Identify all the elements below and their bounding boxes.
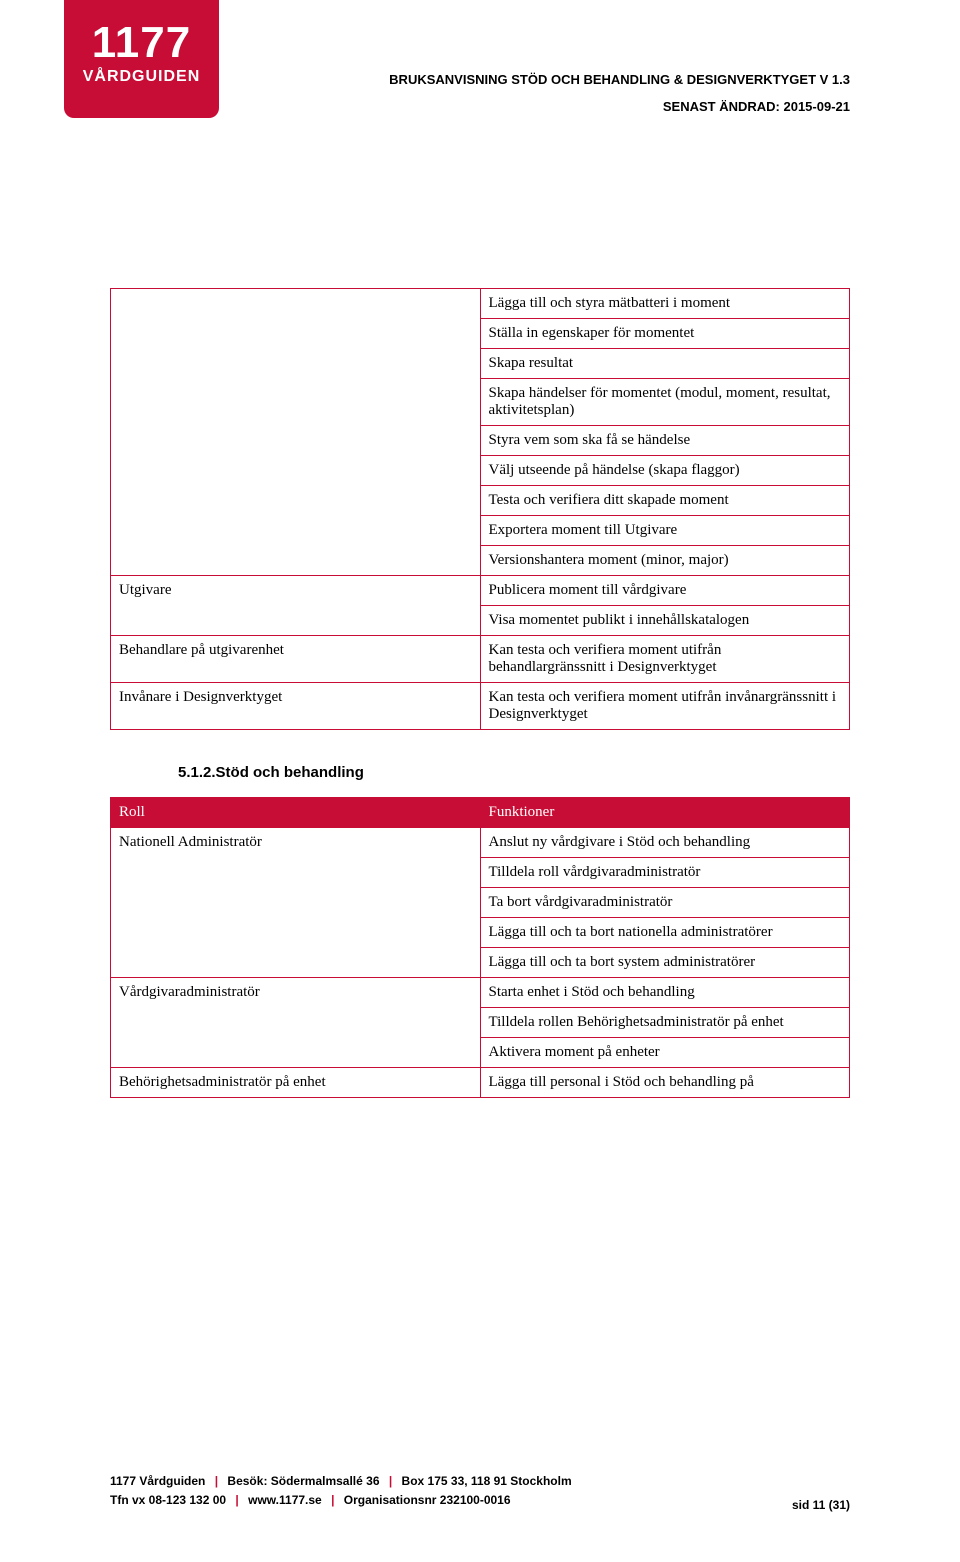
table-cell-left: Behörighetsadministratör på enhet xyxy=(111,1067,481,1097)
page-number: sid 11 (31) xyxy=(792,1498,850,1512)
footer-sep: | xyxy=(215,1474,218,1488)
table-cell-right: Ställa in egenskaper för momentet xyxy=(480,318,850,348)
table2-header-right: Funktioner xyxy=(480,797,850,827)
table-cell-left: Vårdgivaradministratör xyxy=(111,977,481,1067)
table-cell-right: Skapa händelser för momentet (modul, mom… xyxy=(480,378,850,425)
footer-box: Box 175 33, 118 91 Stockholm xyxy=(402,1474,572,1488)
logo-line2: VÅRDGUIDEN xyxy=(64,68,219,86)
footer-sep: | xyxy=(389,1474,392,1488)
footer-web: www.1177.se xyxy=(248,1493,322,1507)
table-cell-left: Invånare i Designverktyget xyxy=(111,682,481,729)
doc-title: BRUKSANVISNING STÖD OCH BEHANDLING & DES… xyxy=(310,70,850,91)
table-cell-right: Visa momentet publikt i innehållskatalog… xyxy=(480,605,850,635)
table-cell-left: Utgivare xyxy=(111,575,481,635)
table-cell-right: Anslut ny vårdgivare i Stöd och behandli… xyxy=(480,827,850,857)
footer-sep: | xyxy=(235,1493,238,1507)
table2-header-left: Roll xyxy=(111,797,481,827)
footer-org: 1177 Vårdguiden xyxy=(110,1474,205,1488)
table-cell-right: Versionshantera moment (minor, major) xyxy=(480,545,850,575)
table-cell-right: Starta enhet i Stöd och behandling xyxy=(480,977,850,1007)
footer-phone: Tfn vx 08-123 132 00 xyxy=(110,1493,226,1507)
table-cell-right: Välj utseende på händelse (skapa flaggor… xyxy=(480,455,850,485)
table-cell-left: Behandlare på utgivarenhet xyxy=(111,635,481,682)
page-header: BRUKSANVISNING STÖD OCH BEHANDLING & DES… xyxy=(310,70,850,118)
logo: 1177 VÅRDGUIDEN xyxy=(64,0,219,118)
table-cell-right: Testa och verifiera ditt skapade moment xyxy=(480,485,850,515)
footer-orgnr: Organisationsnr 232100-0016 xyxy=(344,1493,511,1507)
table-cell-right: Tilldela roll vårdgivaradministratör xyxy=(480,857,850,887)
table-cell-right: Lägga till och ta bort nationella admini… xyxy=(480,917,850,947)
doc-date: SENAST ÄNDRAD: 2015-09-21 xyxy=(310,97,850,118)
table-cell-right: Kan testa och verifiera moment utifrån b… xyxy=(480,635,850,682)
table-cell-right: Skapa resultat xyxy=(480,348,850,378)
table-cell-right: Ta bort vårdgivaradministratör xyxy=(480,887,850,917)
section-heading: 5.1.2.Stöd och behandling xyxy=(178,764,850,781)
logo-line1: 1177 xyxy=(64,18,219,68)
table-cell-right: Publicera moment till vårdgivare xyxy=(480,575,850,605)
page-footer: 1177 Vårdguiden | Besök: Södermalmsallé … xyxy=(110,1474,850,1512)
table-cell-right: Lägga till och styra mätbatteri i moment xyxy=(480,288,850,318)
footer-sep: | xyxy=(331,1493,334,1507)
table-cell-right: Aktivera moment på enheter xyxy=(480,1037,850,1067)
table-cell-right: Lägga till och ta bort system administra… xyxy=(480,947,850,977)
table-cell-right: Kan testa och verifiera moment utifrån i… xyxy=(480,682,850,729)
footer-address: Besök: Södermalmsallé 36 xyxy=(227,1474,379,1488)
table-cell-right: Lägga till personal i Stöd och behandlin… xyxy=(480,1067,850,1097)
table-1: Lägga till och styra mätbatteri i moment… xyxy=(110,288,850,730)
table-cell-right: Tilldela rollen Behörighetsadministratör… xyxy=(480,1007,850,1037)
table-cell-right: Styra vem som ska få se händelse xyxy=(480,425,850,455)
table-cell-left: Nationell Administratör xyxy=(111,827,481,977)
table-cell-right: Exportera moment till Utgivare xyxy=(480,515,850,545)
table-cell-left xyxy=(111,288,481,575)
table-2: Roll Funktioner Nationell AdministratörA… xyxy=(110,797,850,1098)
